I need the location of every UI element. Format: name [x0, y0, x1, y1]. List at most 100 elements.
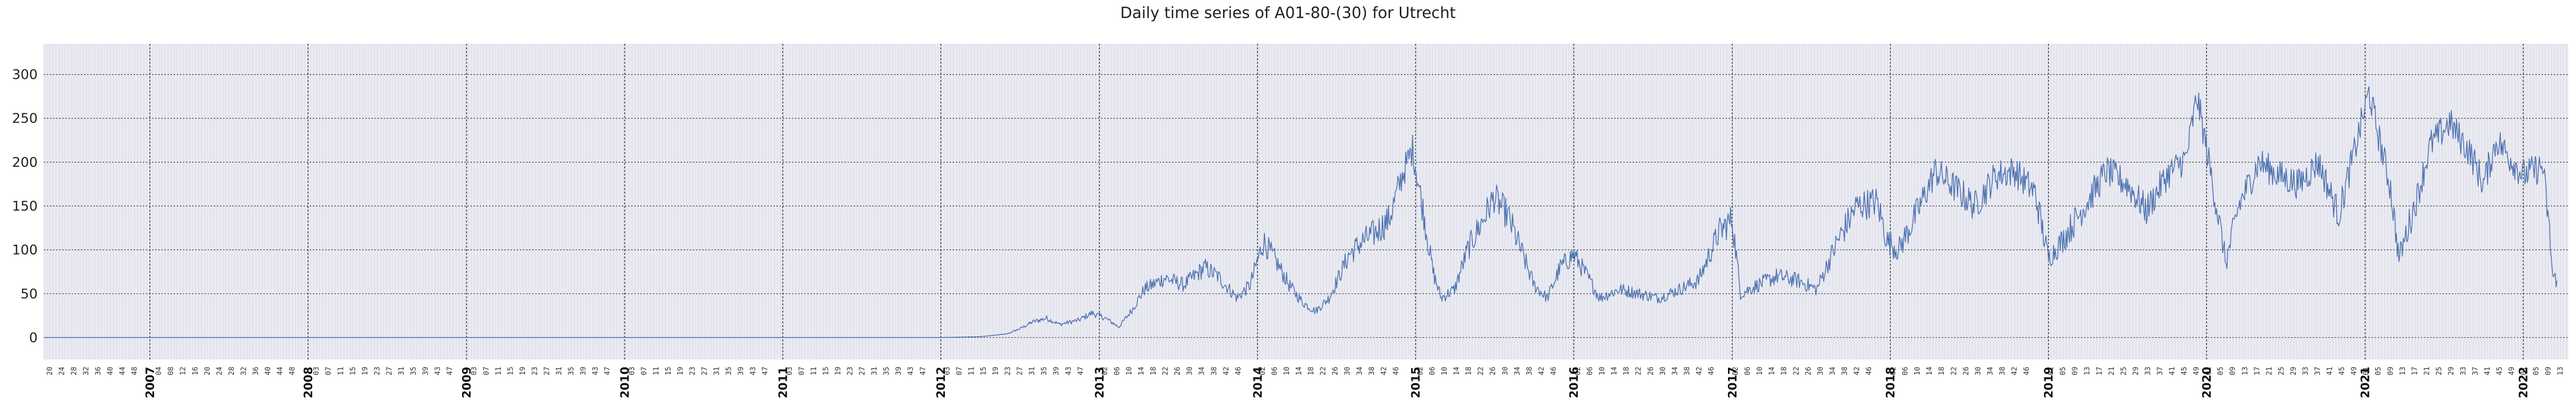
x-tick-label-week: 42 — [2010, 367, 2019, 375]
x-tick-label-week: 46 — [1234, 367, 1243, 375]
x-tick-label-year: 2012 — [935, 367, 948, 398]
x-tick-label-week: 06 — [1586, 367, 1595, 375]
x-tick-label-week: 05 — [2532, 367, 2540, 375]
x-tick-label-week: 13 — [2399, 367, 2407, 375]
x-tick-label-week: 42 — [1380, 367, 1388, 375]
x-tick-label-week: 18 — [1938, 367, 1946, 375]
x-tick-label-week: 10 — [1125, 367, 1133, 375]
x-tick-label-week: 23 — [688, 367, 697, 375]
x-tick-label-week: 13 — [2556, 367, 2565, 375]
x-tick-label-week: 44 — [118, 367, 127, 375]
x-tick-label-week: 02 — [1732, 367, 1740, 375]
x-tick-label-week: 19 — [676, 367, 685, 375]
x-tick-label-week: 27 — [385, 367, 394, 375]
x-tick-label-week: 37 — [2156, 367, 2164, 375]
x-tick-label-week: 11 — [337, 367, 345, 375]
x-tick-label-week: 01 — [2362, 367, 2370, 375]
y-tick-label: 0 — [29, 330, 38, 346]
x-tick-label-week: 32 — [240, 367, 248, 375]
x-tick-label-week: 10 — [1756, 367, 1764, 375]
x-tick-label-week: 21 — [2108, 367, 2116, 375]
x-tick-label-week: 26 — [1489, 367, 1497, 375]
plot-area — [44, 44, 2568, 359]
x-tick-label-week: 15 — [979, 367, 988, 375]
x-tick-label-week: 27 — [701, 367, 709, 375]
x-tick-label-week: 17 — [2095, 367, 2104, 375]
x-tick-label-week: 46 — [2023, 367, 2031, 375]
x-tick-label-week: 19 — [361, 367, 369, 375]
x-tick-label-week: 43 — [591, 367, 600, 375]
x-tick-label-week: 09 — [2386, 367, 2395, 375]
x-tick-label-week: 18 — [1465, 367, 1473, 375]
y-tick-label: 300 — [12, 67, 38, 83]
x-tick-label-week: 06 — [1902, 367, 1910, 375]
x-tick-label-week: 26 — [1174, 367, 1182, 375]
x-tick-label-year: 2014 — [1252, 367, 1265, 398]
x-tick-label-week: 48 — [131, 367, 139, 375]
x-tick-label-week: 15 — [664, 367, 672, 375]
x-tick-label-week: 25 — [2120, 367, 2128, 375]
x-tick-label-week: 18 — [1780, 367, 1788, 375]
x-tick-label-week: 03 — [943, 367, 952, 375]
x-tick-label-week: 14 — [1295, 367, 1303, 375]
x-tick-label-week: 40 — [264, 367, 273, 375]
x-tick-label-week: 31 — [555, 367, 564, 375]
x-tick-label-week: 11 — [810, 367, 818, 375]
x-tick-label-week: 02 — [1101, 367, 1109, 375]
x-tick-label-week: 34 — [1198, 367, 1206, 375]
x-tick-label-week: 30 — [1186, 367, 1194, 375]
x-tick-label-week: 29 — [2290, 367, 2298, 375]
x-tick-label-week: 14 — [1611, 367, 1619, 375]
x-tick-label-week: 05 — [2375, 367, 2383, 375]
x-tick-label-week: 42 — [1537, 367, 1546, 375]
x-tick-label-week: 25 — [2435, 367, 2443, 375]
x-tick-label-week: 02 — [1889, 367, 1897, 375]
x-tick-label-week: 29 — [2132, 367, 2140, 375]
x-tick-label-week: 39 — [895, 367, 903, 375]
x-tick-label-week: 24 — [58, 367, 66, 375]
x-tick-label-week: 38 — [1368, 367, 1376, 375]
x-tick-label-week: 05 — [2059, 367, 2067, 375]
x-tick-label-week: 33 — [2144, 367, 2152, 375]
x-tick-label-year: 2009 — [461, 367, 474, 398]
x-tick-label-week: 38 — [1526, 367, 1534, 375]
x-tick-label-week: 01 — [2205, 367, 2213, 375]
x-tick-label-week: 43 — [907, 367, 915, 375]
x-tick-label-week: 35 — [883, 367, 891, 375]
x-tick-label-year: 2008 — [302, 367, 315, 398]
x-tick-label-year: 2018 — [1885, 367, 1897, 398]
x-tick-label-week: 22 — [1792, 367, 1801, 375]
x-tick-label-week: 06 — [1744, 367, 1752, 375]
x-tick-label-week: 35 — [1040, 367, 1048, 375]
x-tick-label-week: 14 — [1926, 367, 1934, 375]
x-tick-label-week: 13 — [2083, 367, 2092, 375]
x-tick-label-week: 26 — [1804, 367, 1812, 375]
x-tick-label-week: 09 — [2544, 367, 2552, 375]
x-tick-label-week: 22 — [1635, 367, 1643, 375]
x-tick-label-week: 02 — [1416, 367, 1425, 375]
x-tick-label-year: 2011 — [777, 367, 790, 398]
x-tick-label-week: 26 — [1331, 367, 1340, 375]
x-tick-label-week: 02 — [1574, 367, 1582, 375]
x-tick-label-week: 47 — [604, 367, 612, 375]
x-tick-label-week: 18 — [1307, 367, 1315, 375]
x-tick-label-week: 35 — [410, 367, 418, 375]
x-tick-label-year: 2010 — [619, 367, 632, 398]
x-tick-label-week: 18 — [1149, 367, 1158, 375]
x-tick-label-week: 06 — [1113, 367, 1121, 375]
x-tick-label-week: 34 — [1828, 367, 1837, 375]
x-tick-label-week: 21 — [2423, 367, 2431, 375]
x-tick-label-week: 38 — [1998, 367, 2007, 375]
x-tick-label-week: 03 — [313, 367, 321, 375]
x-tick-label-week: 33 — [2301, 367, 2310, 375]
x-tick-label-week: 30 — [1817, 367, 1825, 375]
x-tick-label-week: 22 — [1162, 367, 1170, 375]
x-tick-label-week: 12 — [179, 367, 188, 375]
x-tick-label-week: 39 — [737, 367, 745, 375]
x-tick-label-week: 11 — [652, 367, 660, 375]
x-tick-label-week: 23 — [373, 367, 381, 375]
x-tick-label-week: 39 — [580, 367, 588, 375]
x-tick-label-week: 49 — [2350, 367, 2359, 375]
x-tick-label-week: 10 — [1440, 367, 1449, 375]
x-tick-label-week: 45 — [2338, 367, 2346, 375]
